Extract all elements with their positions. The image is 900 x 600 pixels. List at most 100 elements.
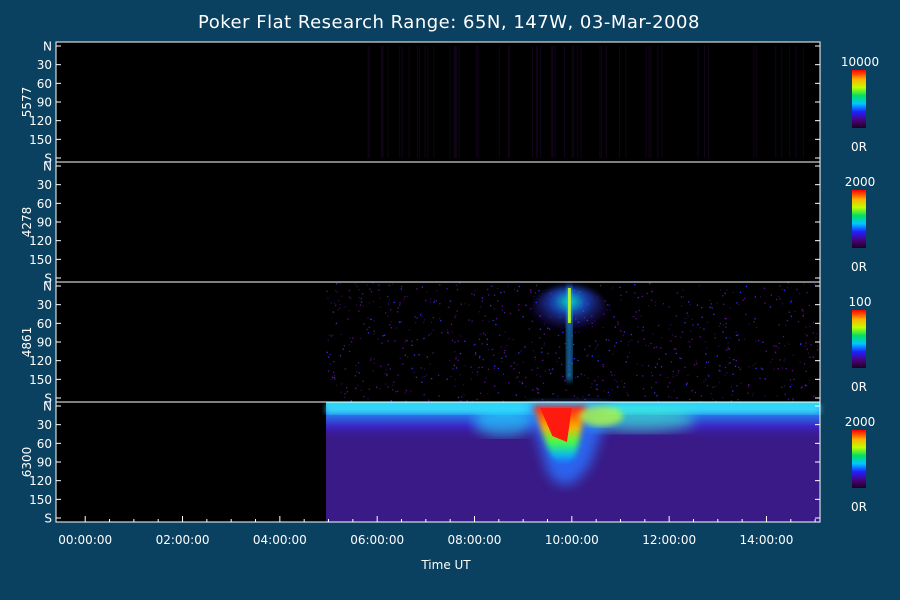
noise-speck: [464, 303, 466, 305]
noise-speck: [773, 345, 775, 347]
noise-speck: [331, 378, 333, 380]
noise-speck: [675, 348, 677, 350]
noise-speck: [754, 362, 757, 365]
noise-speck: [660, 366, 663, 368]
noise-speck: [395, 327, 398, 329]
noise-speck: [330, 302, 332, 304]
noise-speck: [565, 347, 567, 349]
noise-speck: [735, 359, 737, 362]
noise-speck: [777, 347, 780, 349]
noise-speck: [714, 333, 716, 335]
noise-speck: [504, 349, 506, 352]
noise-speck: [607, 304, 609, 306]
noise-speck: [478, 311, 480, 313]
noise-speck: [681, 331, 684, 333]
noise-speck: [484, 315, 486, 317]
noise-speck: [357, 384, 359, 387]
noise-speck: [747, 392, 749, 394]
noise-speck: [474, 353, 477, 356]
y-tick-label: 30: [37, 178, 52, 192]
noise-speck: [461, 396, 463, 398]
noise-speck: [538, 290, 540, 292]
noise-speck: [345, 386, 348, 389]
noise-speck: [341, 383, 343, 385]
noise-speck: [572, 343, 575, 346]
noise-speck: [588, 394, 590, 396]
noise-speck: [399, 357, 401, 360]
noise-speck: [815, 336, 817, 339]
noise-speck: [394, 340, 396, 342]
noise-speck: [757, 339, 760, 342]
noise-speck: [449, 299, 451, 302]
noise-speck: [390, 321, 392, 323]
noise-speck: [522, 316, 524, 318]
noise-speck: [460, 335, 462, 337]
noise-speck: [385, 383, 387, 385]
noise-speck: [379, 297, 381, 300]
noise-speck: [790, 301, 792, 303]
noise-speck: [705, 361, 708, 364]
noise-speck: [779, 359, 781, 361]
noise-speck: [808, 304, 810, 307]
noise-speck: [475, 352, 477, 354]
noise-speck: [612, 353, 614, 355]
noise-speck: [544, 370, 546, 372]
noise-speck: [393, 301, 395, 304]
noise-speck: [790, 300, 793, 302]
noise-speck: [378, 284, 380, 286]
noise-speck: [696, 375, 699, 378]
noise-speck: [432, 316, 435, 319]
noise-speck: [491, 285, 493, 287]
noise-speck: [692, 389, 694, 392]
x-tick-label: 02:00:00: [156, 533, 210, 547]
noise-speck: [765, 350, 767, 352]
noise-speck: [520, 350, 522, 352]
noise-speck: [386, 374, 388, 377]
noise-speck: [387, 340, 389, 342]
noise-speck: [404, 354, 406, 356]
noise-speck: [518, 309, 520, 311]
emission-lobe: [579, 406, 624, 426]
noise-speck: [735, 331, 737, 333]
noise-speck: [726, 372, 728, 374]
noise-speck: [672, 375, 674, 378]
noise-speck: [455, 314, 457, 316]
noise-speck: [751, 394, 754, 397]
noise-speck: [486, 343, 488, 346]
noise-speck: [594, 348, 596, 350]
noise-speck: [650, 386, 653, 389]
noise-speck: [641, 295, 643, 298]
noise-speck: [698, 284, 701, 287]
noise-speck: [363, 395, 365, 398]
noise-speck: [648, 305, 650, 307]
noise-speck: [700, 306, 703, 309]
noise-speck: [694, 391, 696, 394]
noise-speck: [670, 361, 672, 363]
noise-speck: [433, 301, 435, 303]
noise-speck: [531, 369, 533, 371]
noise-speck: [779, 285, 781, 287]
noise-speck: [596, 384, 598, 386]
y-tick-label: 120: [29, 474, 52, 488]
noise-speck: [506, 345, 508, 347]
noise-speck: [597, 343, 599, 346]
noise-speck: [473, 294, 476, 296]
noise-speck: [611, 389, 613, 391]
noise-speck: [715, 385, 717, 388]
noise-speck: [471, 400, 473, 402]
noise-speck: [748, 366, 750, 368]
noise-speck: [411, 367, 413, 370]
noise-speck: [685, 384, 688, 386]
noise-speck: [778, 296, 780, 298]
noise-speck: [792, 398, 794, 401]
noise-speck: [548, 368, 550, 371]
noise-speck: [383, 334, 386, 336]
noise-speck: [530, 291, 532, 293]
noise-speck: [647, 365, 650, 367]
noise-speck: [421, 286, 424, 288]
noise-speck: [672, 370, 674, 373]
noise-speck: [416, 338, 418, 341]
noise-speck: [533, 295, 535, 298]
noise-speck: [476, 371, 479, 373]
noise-speck: [704, 366, 706, 368]
